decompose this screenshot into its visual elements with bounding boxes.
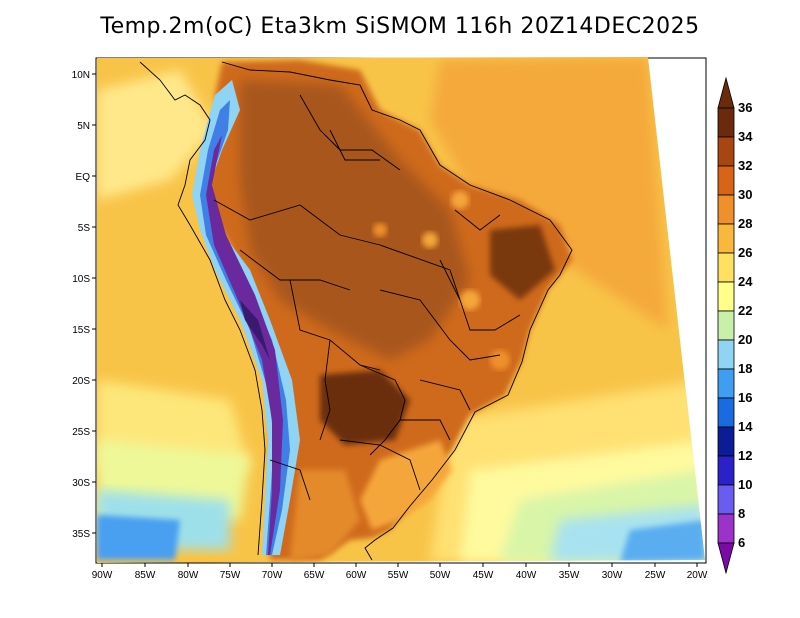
colorbar-label: 20 [738, 332, 752, 347]
colorbar-segment [717, 281, 735, 312]
x-tick-label: 55W [388, 570, 409, 581]
colorbar-segment [717, 107, 735, 138]
colorbar-segment [717, 397, 735, 428]
colorbar-label: 12 [738, 448, 752, 463]
y-tick-label: EQ [76, 172, 91, 183]
colorbar-segment [717, 252, 735, 283]
x-tick-label: 75W [220, 570, 241, 581]
x-tick-label: 50W [430, 570, 451, 581]
x-tick-label: 90W [92, 570, 113, 581]
x-tick-label: 85W [135, 570, 156, 581]
x-tick-label: 65W [304, 570, 325, 581]
x-tick-label: 35W [559, 570, 580, 581]
colorbar-segment [717, 194, 735, 225]
colorbar-label: 8 [738, 506, 745, 521]
x-tick-label: 70W [262, 570, 283, 581]
y-tick-label: 10S [72, 274, 90, 285]
x-tick-label: 40W [516, 570, 537, 581]
y-tick-label: 25S [72, 427, 90, 438]
x-tick-label: 25W [645, 570, 666, 581]
y-tick-label: 30S [72, 478, 90, 489]
y-tick-label: 10N [72, 70, 90, 81]
colorbar-min-arrow [717, 542, 735, 575]
y-tick-label: 5N [77, 121, 90, 132]
colorbar-label: 32 [738, 158, 752, 173]
colorbar-segment [717, 426, 735, 457]
axis-ticks [92, 73, 698, 567]
colorbar-label: 34 [738, 129, 753, 144]
colorbar-label: 16 [738, 390, 752, 405]
borders [139, 61, 573, 561]
map-title: Temp.2m(oC) Eta3km SiSMOM 116h 20Z14DEC2… [100, 14, 700, 39]
x-tick-label: 20W [687, 570, 708, 581]
colorbar-label: 36 [738, 100, 752, 115]
colorbar: 6 8 10 12 14 16 18 20 22 24 26 28 30 32 34 36 [717, 76, 753, 575]
y-tick-label: 35S [72, 529, 90, 540]
y-tick-label: 5S [78, 223, 91, 234]
colorbar-label: 6 [738, 535, 745, 550]
colorbar-label: 14 [738, 419, 753, 434]
colorbar-segment [717, 455, 735, 486]
colorbar-label: 26 [738, 245, 752, 260]
colorbar-label: 18 [738, 361, 752, 376]
colorbar-segment [717, 339, 735, 370]
colorbar-segment [717, 165, 735, 196]
colorbar-max-arrow [717, 76, 735, 109]
colorbar-segment [717, 368, 735, 399]
colorbar-segment [717, 310, 735, 341]
colorbar-label: 10 [738, 477, 752, 492]
x-tick-label: 45W [473, 570, 494, 581]
colorbar-segment [717, 513, 735, 544]
y-tick-label: 15S [72, 325, 90, 336]
y-tick-label: 20S [72, 376, 90, 387]
colorbar-segment [717, 136, 735, 167]
temperature-field [97, 57, 705, 563]
colorbar-segment [717, 223, 735, 254]
colorbar-segment [717, 484, 735, 515]
colorbar-label: 24 [738, 274, 753, 289]
x-tick-label: 80W [178, 570, 199, 581]
colorbar-label: 22 [738, 303, 752, 318]
x-tick-label: 30W [602, 570, 623, 581]
colorbar-label: 30 [738, 187, 752, 202]
colorbar-label: 28 [738, 216, 752, 231]
x-tick-label: 60W [346, 570, 367, 581]
